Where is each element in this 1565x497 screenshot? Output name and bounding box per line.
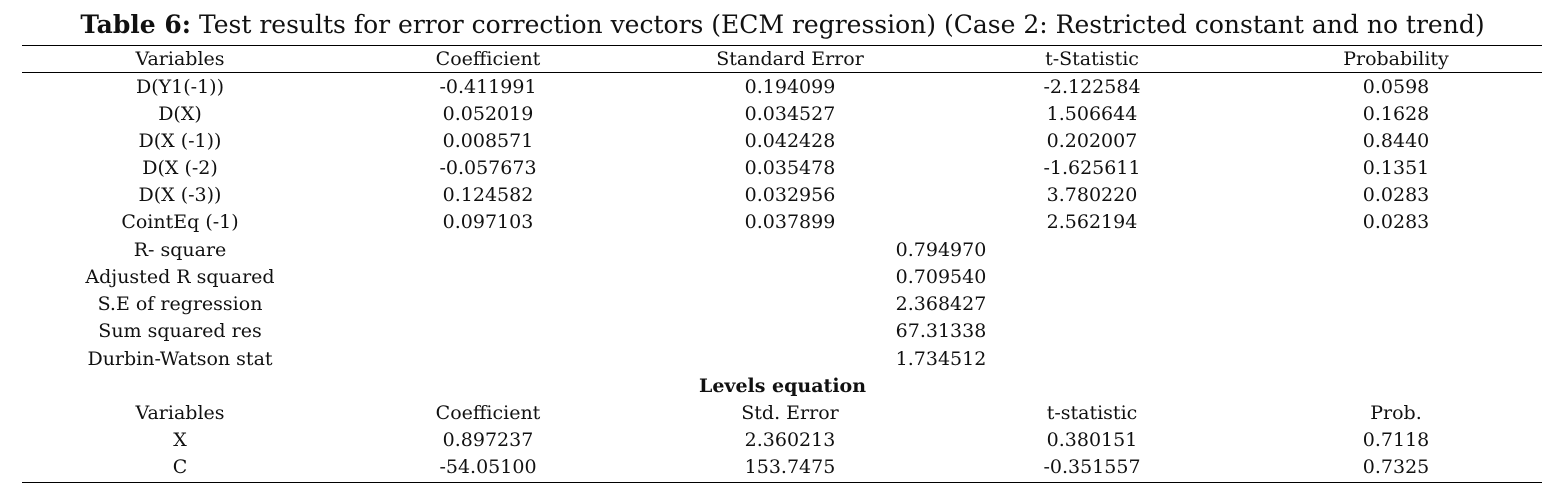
coefficient-cell: -0.057673 bbox=[439, 157, 537, 179]
header-coefficient: Coefficient bbox=[435, 48, 541, 70]
t-statistic-cell: 0.202007 bbox=[1046, 130, 1138, 152]
variable-cell: D(X (-1)) bbox=[138, 130, 222, 152]
coefficient-cell: 0.097103 bbox=[442, 211, 534, 233]
std-error-cell: 0.194099 bbox=[744, 76, 836, 98]
variable-cell: D(X (-2) bbox=[142, 157, 218, 179]
stat-row: Durbin-Watson stat 1.734512 bbox=[0, 346, 1565, 373]
probability-cell: 0.0283 bbox=[1362, 211, 1430, 233]
coefficient-cell: 0.124582 bbox=[442, 184, 534, 206]
coefficient-cell: 0.052019 bbox=[442, 103, 534, 125]
std-error-cell: 0.042428 bbox=[744, 130, 836, 152]
t-statistic-cell: -1.625611 bbox=[1043, 157, 1141, 179]
probability-cell: 0.1628 bbox=[1362, 103, 1430, 125]
table-row: CointEq (-1) 0.097103 0.037899 2.562194 … bbox=[0, 209, 1565, 236]
table-row: D(Y1(-1)) -0.411991 0.194099 -2.122584 0… bbox=[0, 74, 1565, 101]
t-statistic-cell: 1.506644 bbox=[1046, 103, 1138, 125]
stat-value: 67.31338 bbox=[895, 320, 987, 342]
std-error-cell: 153.7475 bbox=[744, 456, 836, 478]
variable-cell: D(X (-3)) bbox=[138, 184, 222, 206]
header-variables: Variables bbox=[135, 48, 225, 70]
std-error-cell: 0.035478 bbox=[744, 157, 836, 179]
variable-cell: C bbox=[172, 456, 188, 478]
levels-header-row: Variables Coefficient Std. Error t-stati… bbox=[0, 400, 1565, 427]
header-standard-error: Standard Error bbox=[716, 48, 864, 70]
caption-label: Table 6: bbox=[80, 10, 192, 39]
levels-header-coefficient: Coefficient bbox=[435, 402, 541, 424]
variable-cell: X bbox=[173, 429, 187, 451]
table-row: D(X (-1)) 0.008571 0.042428 0.202007 0.8… bbox=[0, 128, 1565, 155]
variable-cell: CointEq (-1) bbox=[121, 211, 239, 233]
probability-cell: 0.0598 bbox=[1362, 76, 1430, 98]
table-row: D(X) 0.052019 0.034527 1.506644 0.1628 bbox=[0, 101, 1565, 128]
levels-header-t-statistic: t-statistic bbox=[1046, 402, 1138, 424]
stat-label: S.E of regression bbox=[97, 293, 263, 315]
coefficient-cell: 0.008571 bbox=[442, 130, 534, 152]
t-statistic-cell: -2.122584 bbox=[1043, 76, 1141, 98]
stat-value: 0.794970 bbox=[895, 239, 987, 261]
probability-cell: 0.1351 bbox=[1362, 157, 1430, 179]
t-statistic-cell: 0.380151 bbox=[1046, 429, 1138, 451]
coefficient-cell: 0.897237 bbox=[442, 429, 534, 451]
coefficient-cell: -0.411991 bbox=[439, 76, 537, 98]
levels-header-std-error: Std. Error bbox=[741, 402, 839, 424]
probability-cell: 0.8440 bbox=[1362, 130, 1430, 152]
header-probability: Probability bbox=[1343, 48, 1449, 70]
header-t-statistic: t-Statistic bbox=[1045, 48, 1139, 70]
stat-row: Adjusted R squared 0.709540 bbox=[0, 264, 1565, 291]
stat-row: Sum squared res 67.31338 bbox=[0, 318, 1565, 345]
std-error-cell: 2.360213 bbox=[744, 429, 836, 451]
table-row: D(X (-2) -0.057673 0.035478 -1.625611 0.… bbox=[0, 155, 1565, 182]
coefficient-cell: -54.05100 bbox=[439, 456, 537, 478]
std-error-cell: 0.034527 bbox=[744, 103, 836, 125]
stat-row: S.E of regression 2.368427 bbox=[0, 291, 1565, 318]
t-statistic-cell: 2.562194 bbox=[1046, 211, 1138, 233]
variable-cell: D(Y1(-1)) bbox=[135, 76, 225, 98]
stat-label: Adjusted R squared bbox=[85, 266, 275, 288]
stat-value: 1.734512 bbox=[895, 348, 987, 370]
stat-label: Durbin-Watson stat bbox=[87, 348, 273, 370]
t-statistic-cell: 3.780220 bbox=[1046, 184, 1138, 206]
header-row: Variables Coefficient Standard Error t-S… bbox=[0, 46, 1565, 73]
stat-label: R- square bbox=[133, 239, 227, 261]
probability-cell: 0.0283 bbox=[1362, 184, 1430, 206]
stat-value: 0.709540 bbox=[895, 266, 987, 288]
stat-label: Sum squared res bbox=[98, 320, 262, 342]
caption-text: Test results for error correction vector… bbox=[191, 10, 1485, 39]
header-rule bbox=[22, 72, 1542, 73]
levels-equation-title: Levels equation bbox=[698, 375, 867, 397]
table-row: D(X (-3)) 0.124582 0.032956 3.780220 0.0… bbox=[0, 182, 1565, 209]
stat-value: 2.368427 bbox=[895, 293, 987, 315]
std-error-cell: 0.037899 bbox=[744, 211, 836, 233]
levels-header-prob: Prob. bbox=[1370, 402, 1422, 424]
levels-header-variables: Variables bbox=[135, 402, 225, 424]
probability-cell: 0.7118 bbox=[1362, 429, 1430, 451]
top-rule bbox=[22, 45, 1542, 46]
stat-row: R- square 0.794970 bbox=[0, 237, 1565, 264]
variable-cell: D(X) bbox=[158, 103, 202, 125]
std-error-cell: 0.032956 bbox=[744, 184, 836, 206]
probability-cell: 0.7325 bbox=[1362, 456, 1430, 478]
levels-row: C -54.05100 153.7475 -0.351557 0.7325 bbox=[0, 454, 1565, 481]
table-caption: Table 6: Test results for error correcti… bbox=[0, 8, 1565, 42]
bottom-rule bbox=[22, 482, 1542, 483]
t-statistic-cell: -0.351557 bbox=[1043, 456, 1141, 478]
levels-row: X 0.897237 2.360213 0.380151 0.7118 bbox=[0, 427, 1565, 454]
